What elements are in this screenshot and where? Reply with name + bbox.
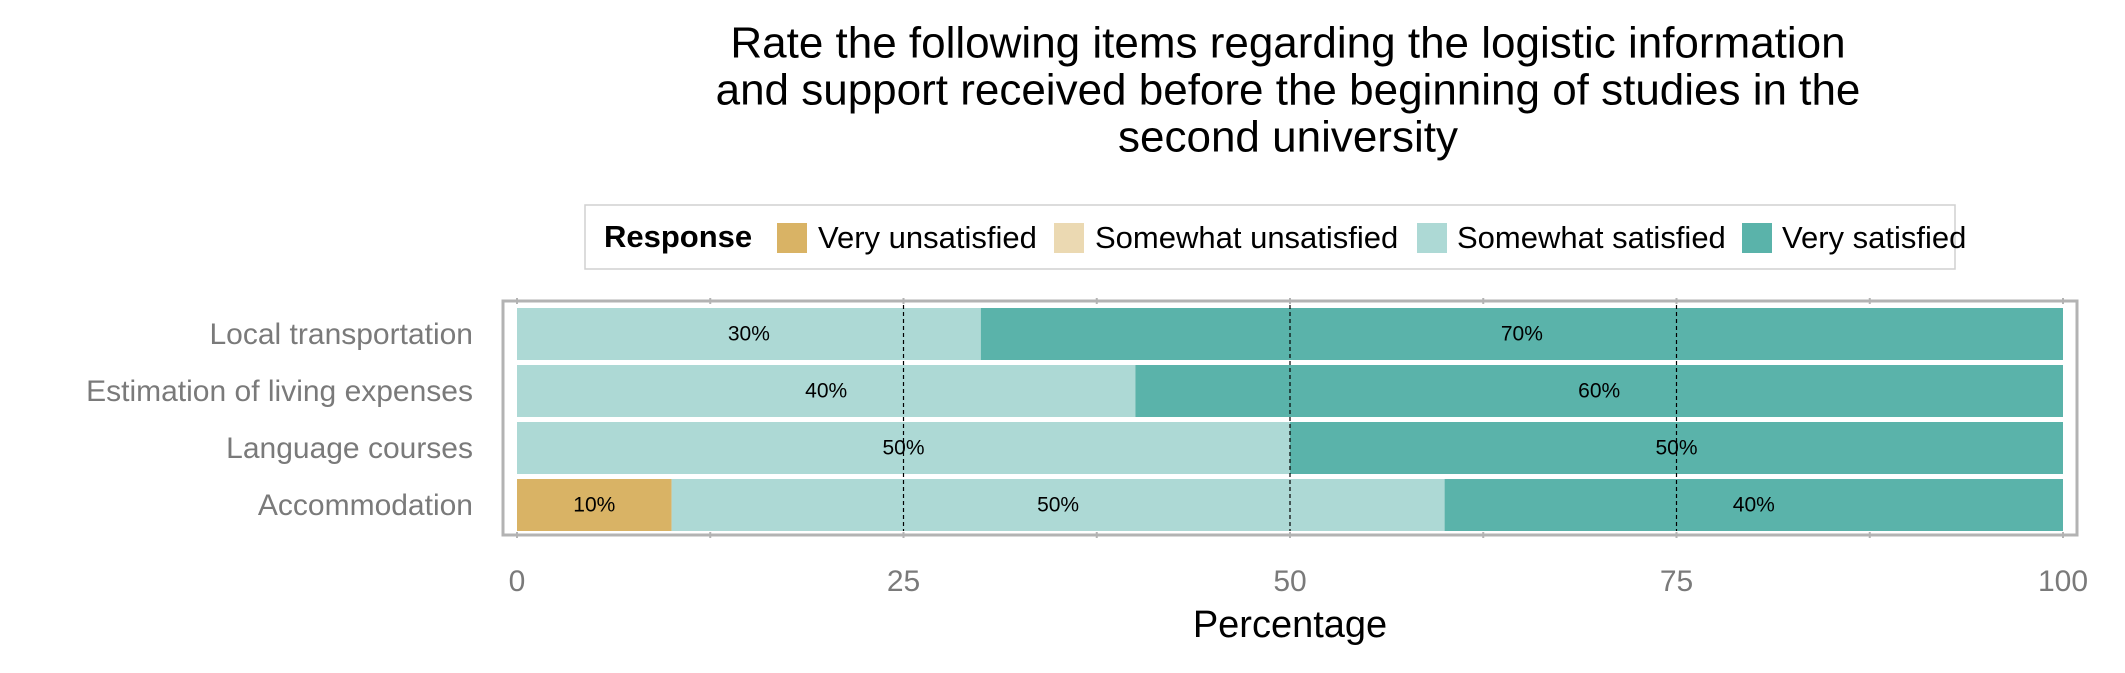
- data-label: 50%: [1037, 494, 1079, 517]
- x-axis-title: Percentage: [1193, 604, 1387, 646]
- chart-title-line: and support received before the beginnin…: [716, 66, 1861, 115]
- legend-key-swatch: [1742, 223, 1772, 253]
- legend-key-label: Very satisfied: [1782, 220, 1966, 255]
- y-axis-label: Accommodation: [258, 489, 473, 522]
- data-label: 60%: [1578, 380, 1620, 403]
- data-label: 10%: [573, 494, 615, 517]
- legend-box: [584, 204, 1956, 270]
- y-axis-label: Language courses: [226, 432, 473, 465]
- y-axis-label: Local transportation: [210, 318, 474, 351]
- legend-key-label: Very unsatisfied: [818, 220, 1037, 255]
- data-label: 40%: [1733, 494, 1775, 517]
- legend-key-swatch: [1054, 223, 1084, 253]
- x-tick-label: 50: [1273, 565, 1306, 598]
- legend-title: Response: [604, 219, 752, 254]
- x-tick-label: 75: [1660, 565, 1693, 598]
- plot-panel: 30% 70% 40% 60% 50% 50% 10% 50% 40% Local transpo…: [86, 298, 2079, 538]
- data-label: 40%: [805, 380, 847, 403]
- legend-key-swatch: [777, 223, 807, 253]
- bar-segment: [671, 479, 1445, 531]
- y-axis-label: Estimation of living expenses: [86, 375, 473, 408]
- chart-title-line: second university: [1118, 113, 1458, 162]
- bar-segment: [517, 365, 1136, 417]
- x-tick-label: 100: [2038, 565, 2088, 598]
- data-label: 50%: [1655, 437, 1697, 460]
- legend-key-label: Somewhat satisfied: [1457, 220, 1726, 255]
- data-label: 30%: [728, 323, 770, 346]
- legend: Response Very unsatisfied Somewhat unsatis…: [584, 204, 1966, 270]
- bar-segment: [517, 479, 672, 531]
- chart-title-line: Rate the following items regarding the l…: [730, 19, 1845, 68]
- x-axis: 0 25 50 75 100 Percentage: [509, 565, 2088, 646]
- bar-segment: [980, 308, 2063, 360]
- x-tick-label: 0: [509, 565, 526, 598]
- legend-key-swatch: [1417, 223, 1447, 253]
- chart-title: Rate the following items regarding the l…: [716, 19, 1861, 162]
- x-tick-label: 25: [887, 565, 920, 598]
- legend-key-label: Somewhat unsatisfied: [1095, 220, 1398, 255]
- bar-segment: [1444, 479, 2063, 531]
- data-label: 70%: [1501, 323, 1543, 346]
- data-label: 50%: [882, 437, 924, 460]
